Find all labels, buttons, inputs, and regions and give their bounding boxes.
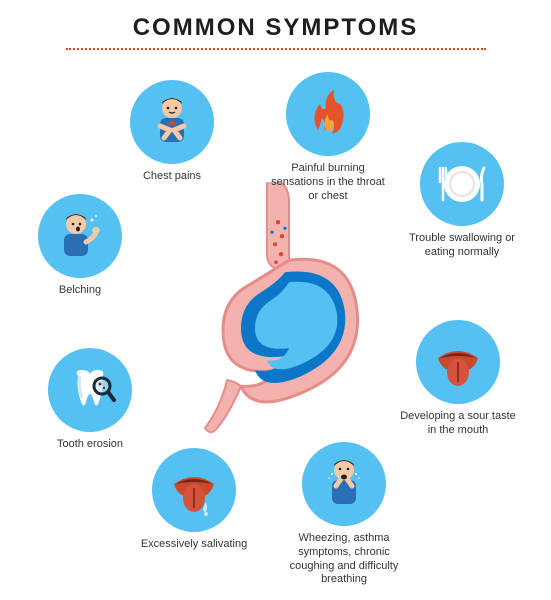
stomach-illustration xyxy=(181,182,371,447)
infographic-stage: Chest pains Painful burning sensations i… xyxy=(0,50,551,590)
symptom-label: Painful burning sensations in the throat… xyxy=(269,162,387,203)
symptom-burning: Painful burning sensations in the throat… xyxy=(268,72,388,203)
symptom-label: Chest pains xyxy=(113,170,231,184)
plate-cutlery-icon xyxy=(420,142,504,226)
mouth-drool-icon xyxy=(152,448,236,532)
stomach-svg xyxy=(181,182,371,442)
symptom-label: Excessively salivating xyxy=(135,538,253,552)
symptom-salivating: Excessively salivating xyxy=(134,448,254,552)
person-belch-icon xyxy=(38,194,122,278)
symptom-label: Belching xyxy=(21,284,139,298)
symptom-sour-taste: Developing a sour taste in the mouth xyxy=(398,320,518,438)
symptom-belching: Belching xyxy=(20,194,140,298)
symptom-tooth-erosion: Tooth erosion xyxy=(30,348,150,452)
symptom-label: Developing a sour taste in the mouth xyxy=(399,410,517,438)
mouth-tongue-icon xyxy=(416,320,500,404)
flame-icon xyxy=(286,72,370,156)
symptom-label: Trouble swallowing or eating normally xyxy=(403,232,521,260)
page-title: COMMON SYMPTOMS xyxy=(0,0,551,42)
person-chest-pain-icon xyxy=(130,80,214,164)
symptom-swallowing: Trouble swallowing or eating normally xyxy=(402,142,522,260)
symptom-wheezing: Wheezing, asthma symptoms, chronic cough… xyxy=(284,442,404,587)
symptom-label: Tooth erosion xyxy=(31,438,149,452)
symptom-label: Wheezing, asthma symptoms, chronic cough… xyxy=(285,532,403,587)
person-cough-icon xyxy=(302,442,386,526)
tooth-magnify-icon xyxy=(48,348,132,432)
symptom-chest-pains: Chest pains xyxy=(112,80,232,184)
